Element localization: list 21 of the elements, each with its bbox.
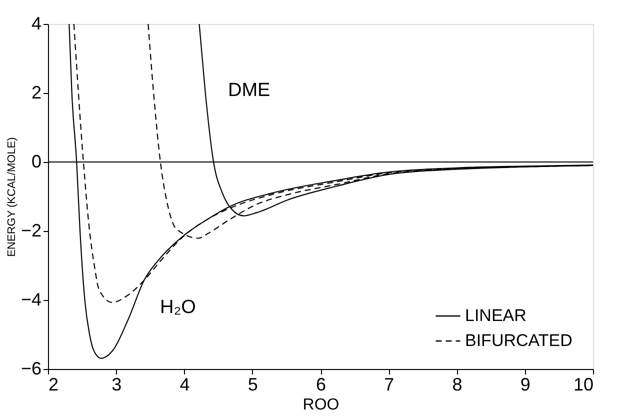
x-tick-label: 7 [384, 374, 394, 394]
x-tick-label: 8 [452, 374, 462, 394]
y-tick-label: 0 [31, 152, 42, 172]
legend-label: BIFURCATED [465, 331, 572, 350]
legend-label: LINEAR [465, 306, 526, 325]
x-tick-label: 10 [573, 374, 594, 394]
x-tick-label: 9 [520, 374, 530, 394]
x-tick-label: 2 [48, 374, 59, 394]
y-tick-label: −2 [20, 220, 42, 240]
x-tick-label: 3 [112, 374, 122, 394]
y-tick-label: −4 [20, 290, 42, 310]
y-tick-label: −6 [20, 358, 42, 378]
y-tick-label: 2 [31, 82, 42, 102]
x-tick-label: 5 [248, 374, 258, 394]
x-tick-label: 6 [316, 374, 326, 394]
x-tick-label: 4 [180, 374, 190, 394]
annotation: H₂O [160, 297, 196, 318]
x-axis-title: ROO [302, 396, 340, 414]
y-axis-title: ENERGY (KCAL/MOLE) [6, 137, 18, 257]
annotation: DME [228, 80, 270, 101]
y-tick-label: 4 [31, 14, 42, 34]
